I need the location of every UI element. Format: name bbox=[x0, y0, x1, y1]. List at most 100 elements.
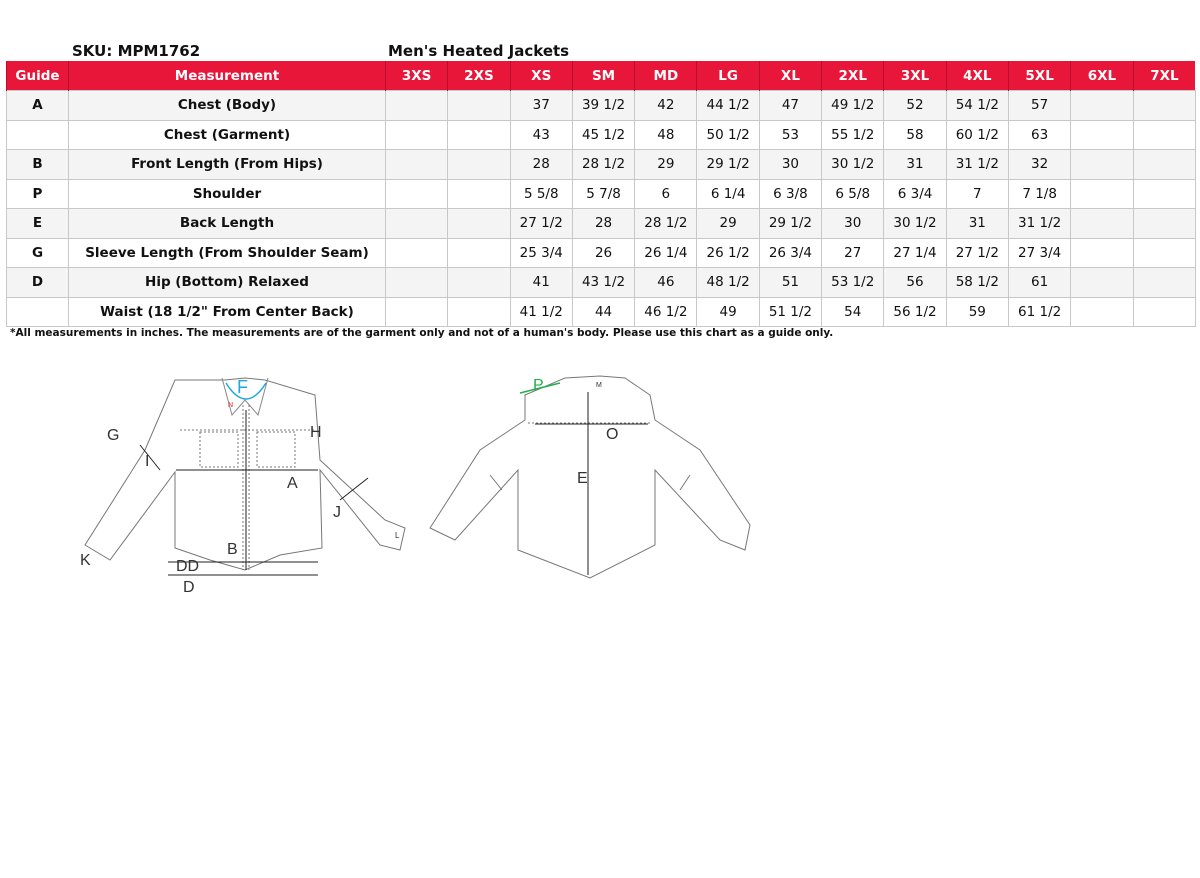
measurement-cell: Hip (Bottom) Relaxed bbox=[68, 267, 386, 298]
column-header: 6XL bbox=[1070, 61, 1134, 91]
front-jacket-diagram bbox=[84, 377, 406, 576]
column-header: 7XL bbox=[1132, 61, 1196, 91]
size-value-cell: 46 1/2 bbox=[634, 296, 698, 327]
table-row: D Hip (Bottom) Relaxed 41 43 1/2 46 48 1/2 51 5… bbox=[6, 267, 1196, 298]
diagram-label-h: H bbox=[310, 424, 322, 441]
table-row: E Back Length 27 1/2 28 28 1/2 29 29 1/2 30 30 1… bbox=[6, 208, 1196, 239]
size-value-cell: 30 bbox=[821, 208, 885, 239]
column-header: XS bbox=[509, 61, 573, 91]
measurement-note: *All measurements in inches. The measure… bbox=[10, 327, 834, 339]
guide-cell: D bbox=[6, 267, 69, 298]
measurement-cell: Shoulder bbox=[68, 178, 386, 209]
size-value-cell: 61 bbox=[1007, 267, 1072, 298]
size-value-cell bbox=[447, 296, 511, 327]
column-header: 3XL bbox=[883, 61, 947, 91]
column-header: Measurement bbox=[68, 61, 386, 91]
size-value-cell: 27 1/2 bbox=[509, 208, 573, 239]
size-value-cell: 31 bbox=[945, 208, 1009, 239]
size-value-cell: 55 1/2 bbox=[821, 119, 885, 150]
column-header: XL bbox=[758, 61, 822, 91]
measurement-cell: Sleeve Length (From Shoulder Seam) bbox=[68, 237, 386, 268]
size-value-cell: 42 bbox=[634, 90, 698, 121]
back-jacket-diagram bbox=[429, 375, 751, 579]
size-value-cell bbox=[1132, 296, 1196, 327]
table-row: A Chest (Body) 37 39 1/2 42 44 1/2 47 49 1/2 52 5… bbox=[6, 90, 1196, 121]
size-value-cell: 43 bbox=[509, 119, 573, 150]
size-value-cell: 54 1/2 bbox=[945, 90, 1009, 121]
size-value-cell: 39 1/2 bbox=[571, 90, 636, 121]
diagram-label-d: D bbox=[183, 579, 195, 596]
size-value-cell: 46 bbox=[634, 267, 698, 298]
size-value-cell: 6 5/8 bbox=[821, 178, 885, 209]
guide-cell: B bbox=[6, 149, 69, 180]
diagram-label-p: P bbox=[533, 377, 544, 394]
size-value-cell bbox=[1070, 90, 1134, 121]
size-value-cell: 28 1/2 bbox=[571, 149, 636, 180]
size-value-cell: 37 bbox=[509, 90, 573, 121]
table-row: Chest (Garment) 43 45 1/2 48 50 1/2 53 55 1/2 5… bbox=[6, 119, 1196, 150]
size-value-cell bbox=[1132, 178, 1196, 209]
measurement-cell: Front Length (From Hips) bbox=[68, 149, 386, 180]
table-row: G Sleeve Length (From Shoulder Seam) 25 3/… bbox=[6, 237, 1196, 268]
size-value-cell bbox=[447, 90, 511, 121]
table-row: Waist (18 1/2" From Center Back) 41 1/2 44… bbox=[6, 296, 1196, 327]
guide-cell: P bbox=[6, 178, 69, 209]
column-header: 2XL bbox=[821, 61, 884, 91]
diagram-label-k: K bbox=[80, 552, 91, 569]
chart-title: Men's Heated Jackets bbox=[388, 42, 570, 60]
size-value-cell: 6 1/4 bbox=[696, 178, 760, 209]
diagram-label-i: I bbox=[145, 453, 149, 470]
size-value-cell: 6 bbox=[634, 178, 698, 209]
size-value-cell bbox=[384, 119, 449, 150]
size-value-cell: 28 bbox=[571, 208, 636, 239]
size-value-cell: 6 3/8 bbox=[758, 178, 823, 209]
size-value-cell bbox=[384, 237, 449, 268]
size-value-cell: 7 1/8 bbox=[1007, 178, 1072, 209]
guide-cell: A bbox=[6, 90, 69, 121]
size-value-cell bbox=[384, 296, 449, 327]
size-value-cell: 49 1/2 bbox=[821, 90, 885, 121]
size-value-cell: 32 bbox=[1007, 149, 1072, 180]
size-value-cell: 60 1/2 bbox=[945, 119, 1009, 150]
size-value-cell: 31 1/2 bbox=[945, 149, 1009, 180]
size-value-cell: 45 1/2 bbox=[571, 119, 636, 150]
size-value-cell bbox=[1132, 267, 1196, 298]
size-value-cell: 27 bbox=[821, 237, 885, 268]
size-value-cell bbox=[1070, 119, 1134, 150]
column-header: SM bbox=[571, 61, 635, 91]
diagram-label-l: L bbox=[395, 531, 400, 540]
measurement-cell: Waist (18 1/2" From Center Back) bbox=[68, 296, 386, 327]
size-value-cell: 57 bbox=[1007, 90, 1072, 121]
size-value-cell: 27 1/4 bbox=[883, 237, 947, 268]
column-header: MD bbox=[634, 61, 697, 91]
size-chart-table: Guide Measurement 3XS 2XS XS SM MD LG XL 2XL 3XL 4X… bbox=[6, 61, 1196, 327]
size-value-cell: 54 bbox=[821, 296, 885, 327]
size-value-cell: 26 1/2 bbox=[696, 237, 760, 268]
size-value-cell bbox=[447, 237, 511, 268]
size-value-cell: 43 1/2 bbox=[571, 267, 636, 298]
diagram-label-m: M bbox=[596, 382, 602, 389]
diagram-label-g: G bbox=[107, 427, 119, 444]
size-value-cell: 28 1/2 bbox=[634, 208, 698, 239]
size-value-cell: 56 1/2 bbox=[883, 296, 947, 327]
size-value-cell: 44 1/2 bbox=[696, 90, 760, 121]
table-row: P Shoulder 5 5/8 5 7/8 6 6 1/4 6 3/8 6 5/8 6 3/4… bbox=[6, 178, 1196, 209]
size-value-cell: 31 1/2 bbox=[1007, 208, 1072, 239]
size-value-cell bbox=[447, 267, 511, 298]
diagram-label-n: N bbox=[228, 402, 233, 409]
size-value-cell: 53 bbox=[758, 119, 823, 150]
diagram-label-b: B bbox=[227, 541, 238, 558]
size-value-cell: 51 bbox=[758, 267, 823, 298]
size-value-cell: 48 bbox=[634, 119, 698, 150]
size-value-cell: 47 bbox=[758, 90, 823, 121]
column-header: Guide bbox=[6, 61, 69, 91]
column-header: 4XL bbox=[945, 61, 1009, 91]
size-value-cell bbox=[384, 178, 449, 209]
table-row: B Front Length (From Hips) 28 28 1/2 29 29 1/… bbox=[6, 149, 1196, 180]
measurement-cell: Chest (Body) bbox=[68, 90, 386, 121]
size-value-cell bbox=[1132, 90, 1196, 121]
size-value-cell: 5 7/8 bbox=[571, 178, 636, 209]
guide-cell: G bbox=[6, 237, 69, 268]
diagram-label-o: O bbox=[606, 426, 618, 443]
size-value-cell: 41 1/2 bbox=[509, 296, 573, 327]
